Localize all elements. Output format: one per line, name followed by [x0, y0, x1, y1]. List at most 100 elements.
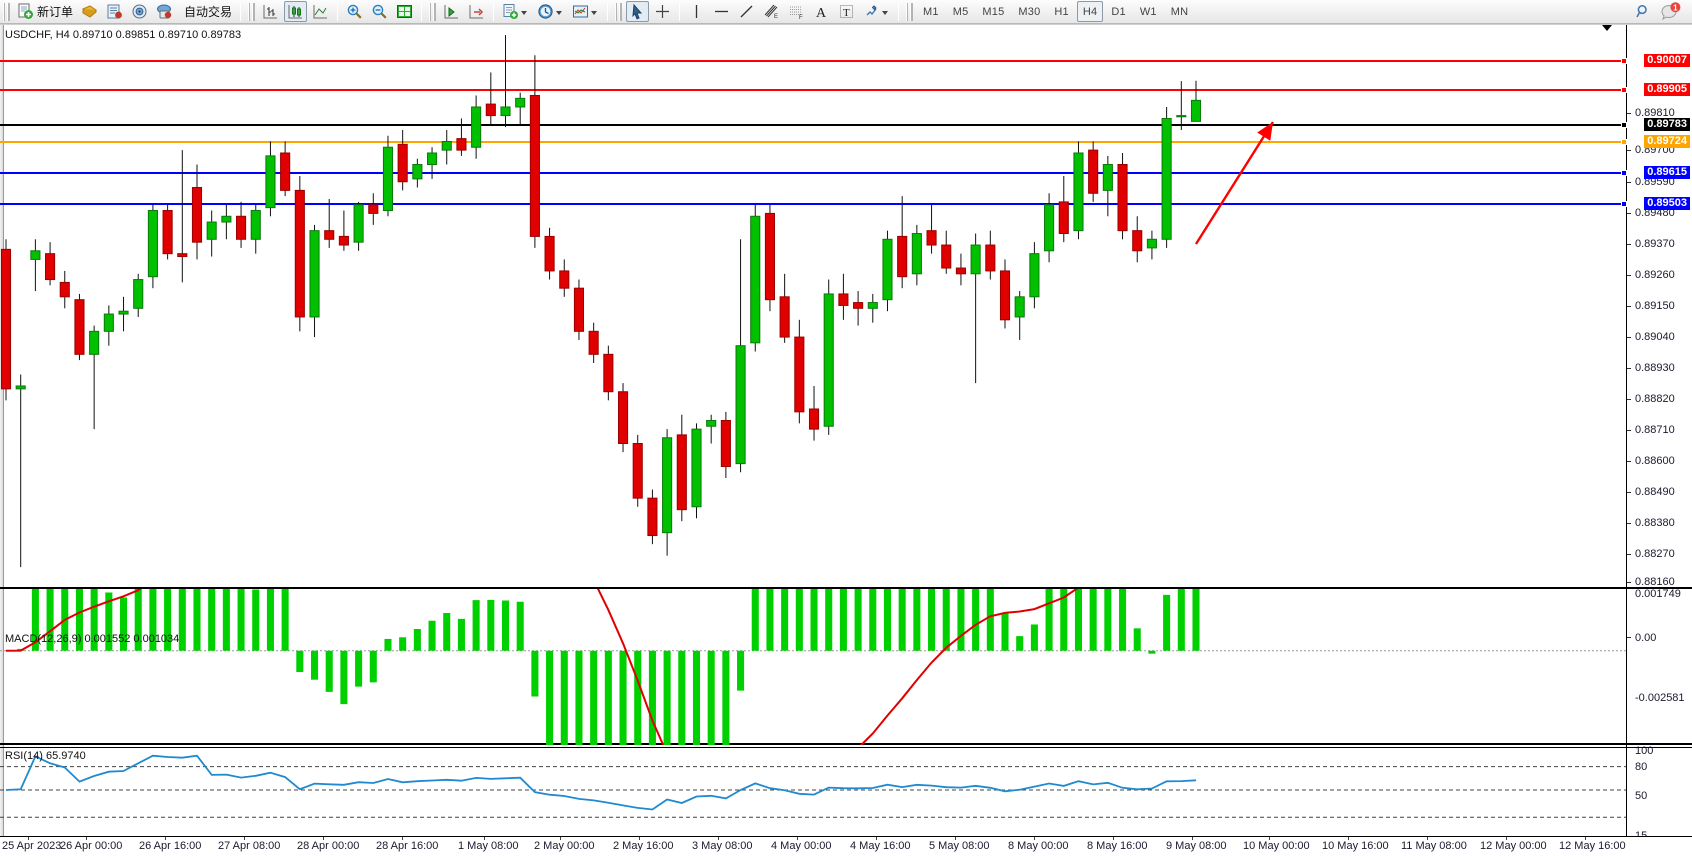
- time-tick-mark: [876, 837, 877, 840]
- level-line[interactable]: [0, 201, 1627, 207]
- time-axis-label: 10 May 16:00: [1322, 840, 1389, 852]
- chart-shift-icon: [468, 3, 485, 20]
- fibonacci-retracement-button[interactable]: F: [785, 1, 808, 22]
- timeframe-h4-button[interactable]: H4: [1076, 1, 1104, 22]
- macd-pane[interactable]: MACD(12,26,9) 0.001552 0.001034: [0, 587, 1692, 745]
- candlestick-series: [0, 35, 1275, 568]
- time-tick-mark: [639, 837, 640, 840]
- level-line-anchor[interactable]: [1621, 201, 1627, 207]
- chart-area[interactable]: 0.89810 0.89700 0.89590 0.89480 0.89370 0.892…: [0, 24, 1692, 856]
- price-tick-label: 0.88710: [1635, 424, 1675, 436]
- trendline-button[interactable]: [735, 1, 758, 22]
- level-line-anchor[interactable]: [1621, 58, 1627, 64]
- bullish-projection-arrow[interactable]: [1194, 121, 1275, 245]
- templates-caret-icon[interactable]: [521, 10, 528, 15]
- vertical-line-button[interactable]: [685, 1, 708, 22]
- notification-button[interactable]: 1: [1657, 1, 1684, 22]
- macd-scale-label: 0.00: [1635, 632, 1657, 644]
- horizontal-line-button[interactable]: [710, 1, 733, 22]
- periodicity-button[interactable]: [534, 1, 567, 22]
- timeframe-m1-button[interactable]: M1: [923, 5, 939, 18]
- text-button[interactable]: A: [810, 1, 833, 22]
- timeframe-d1-button[interactable]: D1: [1111, 5, 1126, 18]
- time-axis-label: 26 Apr 16:00: [139, 840, 202, 852]
- candlestick-chart-button[interactable]: [284, 1, 308, 22]
- equidistant-channel-button[interactable]: E: [760, 1, 783, 22]
- drawings-caret-icon[interactable]: [882, 10, 889, 15]
- equidistant-channel-icon: E: [763, 3, 780, 20]
- tile-windows-button[interactable]: [393, 1, 416, 22]
- text-icon: A: [813, 3, 830, 21]
- time-axis-label: 9 May 08:00: [1166, 840, 1227, 852]
- terminal-button[interactable]: [153, 1, 176, 22]
- timeframe-m15-button[interactable]: M15: [982, 5, 1005, 18]
- zoom-in-button[interactable]: [343, 1, 366, 22]
- navigator-button[interactable]: [128, 1, 151, 22]
- bar-chart-icon: [262, 3, 279, 20]
- price-pane[interactable]: USDCHF, H4 0.89710 0.89851 0.89710 0.897…: [0, 25, 1692, 583]
- shift-toolbar-grip[interactable]: [429, 2, 437, 21]
- templates-button[interactable]: [499, 1, 532, 22]
- level-price-tag: 0.89724: [1644, 135, 1690, 148]
- cursor-button[interactable]: [626, 1, 650, 22]
- periodicity-caret-icon[interactable]: [556, 10, 563, 15]
- time-tick-mark: [86, 837, 87, 840]
- search-button[interactable]: [1632, 1, 1655, 22]
- level-line[interactable]: [0, 170, 1627, 176]
- price-tick-label: 0.88820: [1635, 393, 1675, 405]
- macd-series: [0, 589, 1626, 745]
- level-line-anchor[interactable]: [1621, 170, 1627, 176]
- candlestick-chart-icon: [287, 3, 304, 20]
- time-axis-label: 12 May 16:00: [1559, 840, 1626, 852]
- chart-shift-button[interactable]: [465, 1, 488, 22]
- time-axis-label: 8 May 16:00: [1087, 840, 1148, 852]
- line-chart-button[interactable]: [309, 1, 332, 22]
- bar-chart-button[interactable]: [259, 1, 282, 22]
- price-tick-mark: [1627, 554, 1631, 555]
- drawings-icon: [863, 3, 880, 20]
- auto-scroll-button[interactable]: [440, 1, 463, 22]
- drawings-button[interactable]: [860, 1, 893, 22]
- level-line[interactable]: [0, 139, 1627, 145]
- level-line-anchor[interactable]: [1621, 87, 1627, 93]
- timeframe-m5-button[interactable]: M5: [952, 5, 969, 18]
- level-line[interactable]: [0, 87, 1627, 93]
- timeframe-mn-button[interactable]: MN: [1170, 5, 1189, 18]
- timeframe-m30-button[interactable]: M30: [1018, 5, 1041, 18]
- drawing-toolbar-grip[interactable]: [615, 2, 623, 21]
- svg-text:T: T: [843, 7, 850, 19]
- toolbar-grip[interactable]: [3, 2, 10, 21]
- indicators-icon: [572, 3, 589, 20]
- level-line[interactable]: [0, 58, 1627, 64]
- text-label-button[interactable]: T: [835, 1, 858, 22]
- time-axis-label: 28 Apr 00:00: [297, 840, 360, 852]
- time-tick-mark: [560, 837, 561, 840]
- timeframe-group: M1 M5 M15 M30 H1 H4 D1 W1 MN: [916, 1, 1195, 22]
- level-line-anchor[interactable]: [1621, 139, 1627, 145]
- rsi-pane[interactable]: RSI(14) 65.9740: [0, 747, 1692, 837]
- time-axis-label: 1 May 08:00: [458, 840, 519, 852]
- data-window-button[interactable]: [103, 1, 126, 22]
- crosshair-button[interactable]: [651, 1, 674, 22]
- indicators-button[interactable]: [569, 1, 602, 22]
- price-axis[interactable]: 0.89810 0.89700 0.89590 0.89480 0.89370 0.892…: [1626, 25, 1692, 856]
- publisher-button[interactable]: [78, 1, 101, 22]
- timeframe-h1-button[interactable]: H1: [1054, 5, 1069, 18]
- level-line-anchor[interactable]: [1621, 122, 1627, 128]
- time-tick-mark: [28, 837, 29, 840]
- symbol-ohlc-label: USDCHF, H4 0.89710 0.89851 0.89710 0.897…: [5, 29, 242, 41]
- price-tick-label: 0.89040: [1635, 331, 1675, 343]
- time-tick-mark: [1113, 837, 1114, 840]
- level-line[interactable]: [0, 122, 1627, 128]
- new-order-button[interactable]: 新订单: [14, 1, 76, 22]
- time-axis[interactable]: 25 Apr 2023 26 Apr 00:00 26 Apr 16:00 27 Ap…: [0, 836, 1692, 856]
- time-tick-mark: [1034, 837, 1035, 840]
- zoom-out-button[interactable]: [368, 1, 391, 22]
- indicators-caret-icon[interactable]: [591, 10, 598, 15]
- scroll-indicator-icon[interactable]: [1602, 25, 1612, 31]
- timeframe-w1-button[interactable]: W1: [1139, 5, 1157, 18]
- autotrading-button[interactable]: 自动交易: [178, 1, 235, 22]
- chart-toolbar-grip[interactable]: [248, 2, 256, 21]
- time-tick-mark: [244, 837, 245, 840]
- timeframe-toolbar-grip[interactable]: [906, 2, 914, 21]
